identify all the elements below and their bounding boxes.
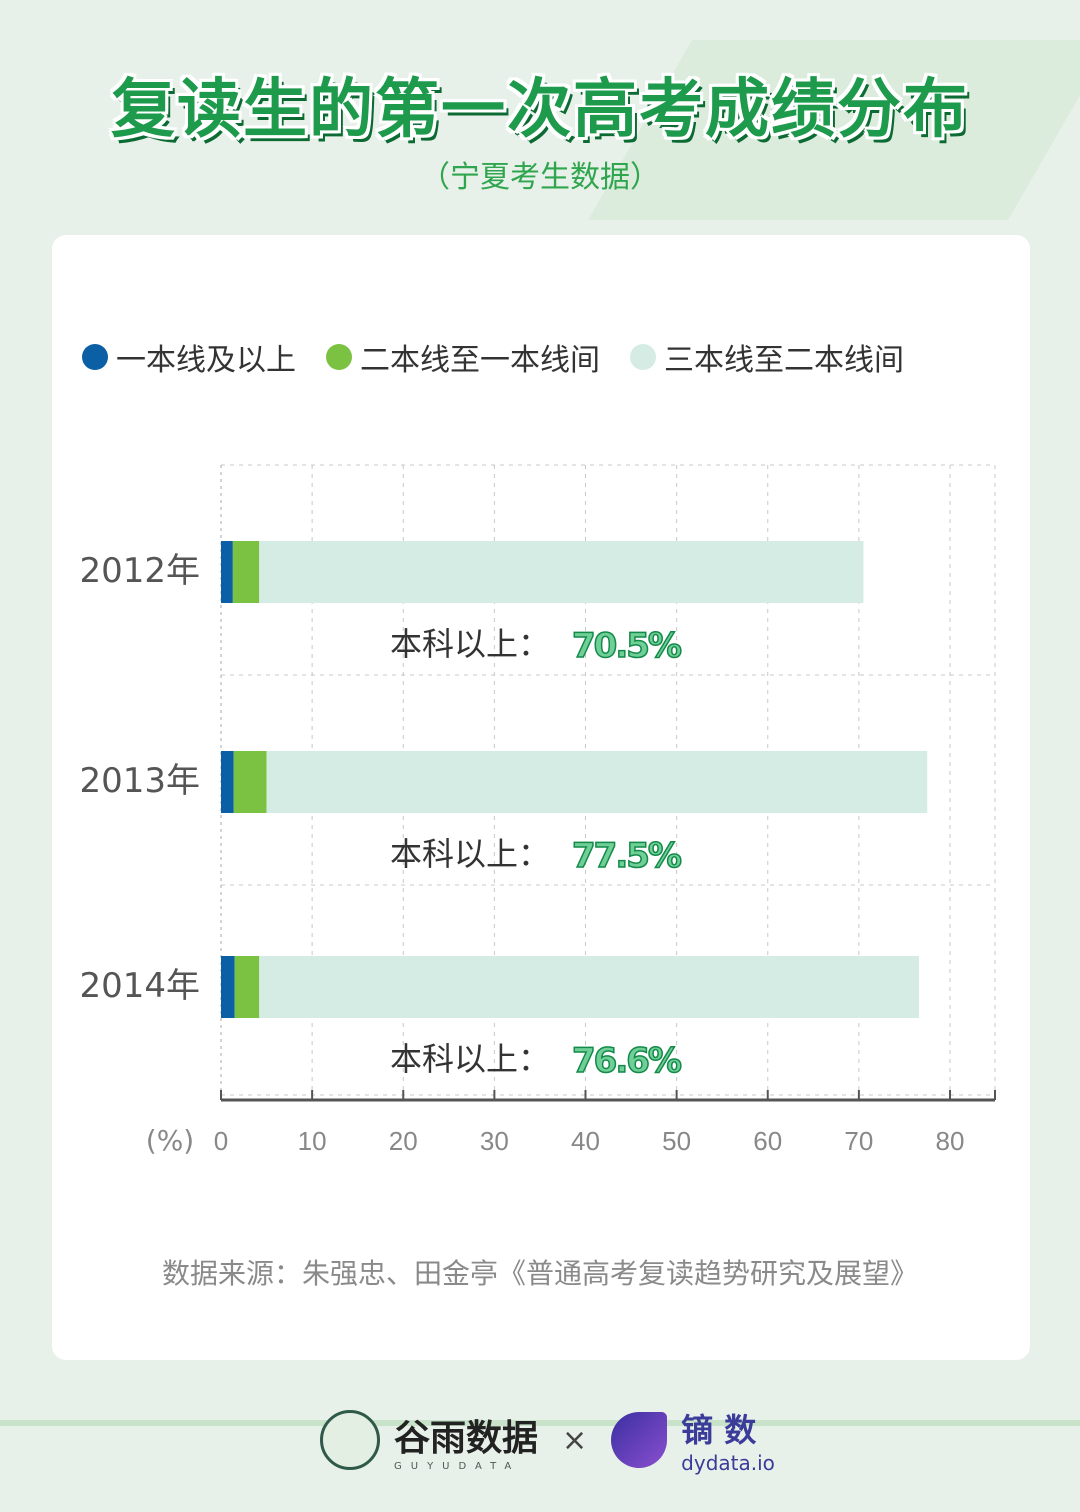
annotation-value: 77.5% <box>572 836 681 876</box>
annotation-value: 70.5% <box>572 626 681 666</box>
brand-dydata-sub: dydata.io <box>681 1451 775 1475</box>
brand-guyu-sub: GUYUDATA <box>394 1460 521 1472</box>
annotation-prefix: 本科以上： <box>390 835 550 873</box>
category-label: 2013年 <box>79 761 200 801</box>
category-label: 2014年 <box>79 966 200 1006</box>
x-tick-label: 40 <box>571 1126 600 1156</box>
bar-segment-1 <box>221 751 234 813</box>
x-tick-label: 80 <box>936 1126 965 1156</box>
legend-swatch <box>82 344 108 370</box>
legend-label: 二本线至一本线间 <box>360 343 600 378</box>
annotation-prefix: 本科以上： <box>390 625 550 663</box>
bar-segment-1 <box>221 956 235 1018</box>
bar-segment-1 <box>221 541 233 603</box>
x-tick-label: 0 <box>214 1126 228 1156</box>
x-tick-label: 70 <box>844 1126 873 1156</box>
footer-line <box>0 1420 1080 1426</box>
category-label: 2012年 <box>79 551 200 591</box>
bar-segment-2 <box>232 541 260 603</box>
guyu-logo-icon <box>320 1410 380 1470</box>
x-tick-label: 50 <box>662 1126 691 1156</box>
bar-segment-3 <box>266 751 928 813</box>
legend-label: 三本线至二本线间 <box>664 343 904 378</box>
bar-segment-2 <box>233 751 267 813</box>
page-subtitle: （宁夏考生数据） <box>420 160 660 195</box>
bar-segment-3 <box>259 956 920 1018</box>
legend-label: 一本线及以上 <box>116 343 296 378</box>
brand-dydata: 镝 数 <box>681 1411 757 1449</box>
x-axis-label: (%) <box>146 1124 194 1157</box>
brand-guyu: 谷雨数据 <box>394 1417 539 1459</box>
legend-swatch <box>630 344 656 370</box>
bar-segment-3 <box>259 541 864 603</box>
x-tick-label: 30 <box>480 1126 509 1156</box>
legend: 一本线及以上 二本线至一本线间 三本线至二本线间 <box>82 335 904 379</box>
page-title: 复读生的第一次高考成绩分布 <box>111 73 969 147</box>
legend-item: 一本线及以上 <box>82 335 296 379</box>
x-tick-label: 60 <box>753 1126 782 1156</box>
footer: 谷雨数据 GUYUDATA × 镝 数 dydata.io <box>320 1405 775 1475</box>
dydata-logo-icon <box>611 1412 668 1468</box>
data-source: 数据来源：朱强忠、田金亭《普通高考复读趋势研究及展望》 <box>161 1257 918 1290</box>
legend-item: 二本线至一本线间 <box>326 335 600 379</box>
annotation-prefix: 本科以上： <box>390 1040 550 1078</box>
legend-swatch <box>326 344 352 370</box>
times-sign: × <box>562 1422 588 1458</box>
x-tick-label: 20 <box>389 1126 418 1156</box>
legend-item: 三本线至二本线间 <box>630 335 904 379</box>
x-tick-label: 10 <box>298 1126 327 1156</box>
bar-segment-2 <box>234 956 260 1018</box>
annotation-value: 76.6% <box>572 1041 681 1081</box>
